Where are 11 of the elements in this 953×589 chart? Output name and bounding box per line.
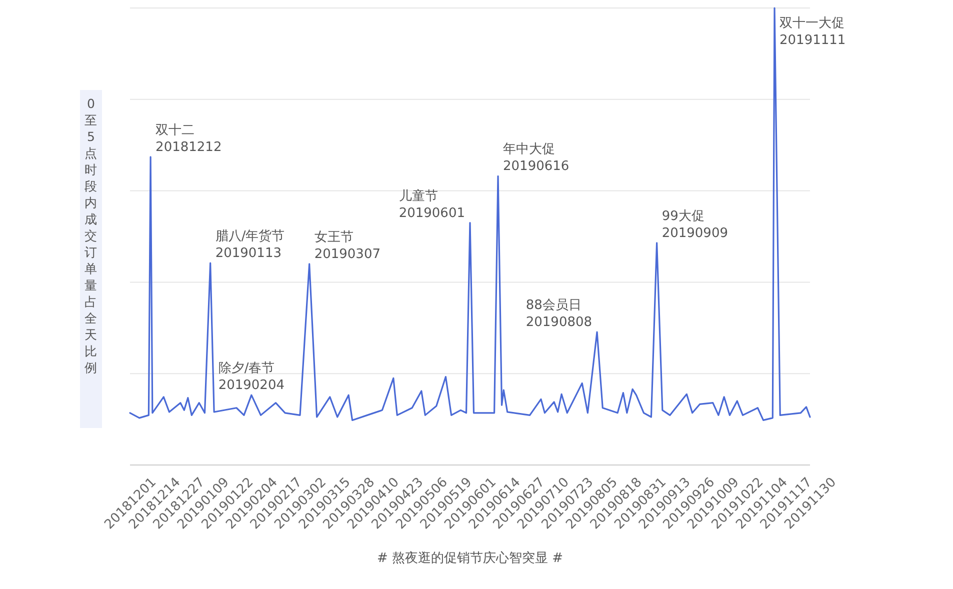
annotation: 双十一大促 20191111 bbox=[780, 16, 846, 48]
annotation: 年中大促 20190616 bbox=[503, 142, 570, 174]
annotation: 88会员日 20190808 bbox=[526, 298, 592, 330]
x-axis-title: # 熬夜逛的促销节庆心智突显 # bbox=[376, 550, 564, 566]
text: 0至5点时段内成交订单量占全天比例 bbox=[84, 96, 98, 375]
annotation: 除夕/春节 20190204 bbox=[218, 361, 285, 394]
annotation: 女王节 20190307 bbox=[314, 230, 381, 262]
annotation: 99大促 20190909 bbox=[662, 208, 728, 241]
annotation: 腊八/年货节 20190113 bbox=[215, 229, 285, 262]
annotation: 双十二 20181212 bbox=[156, 122, 222, 155]
annotation: 儿童节 20190601 bbox=[398, 188, 465, 221]
